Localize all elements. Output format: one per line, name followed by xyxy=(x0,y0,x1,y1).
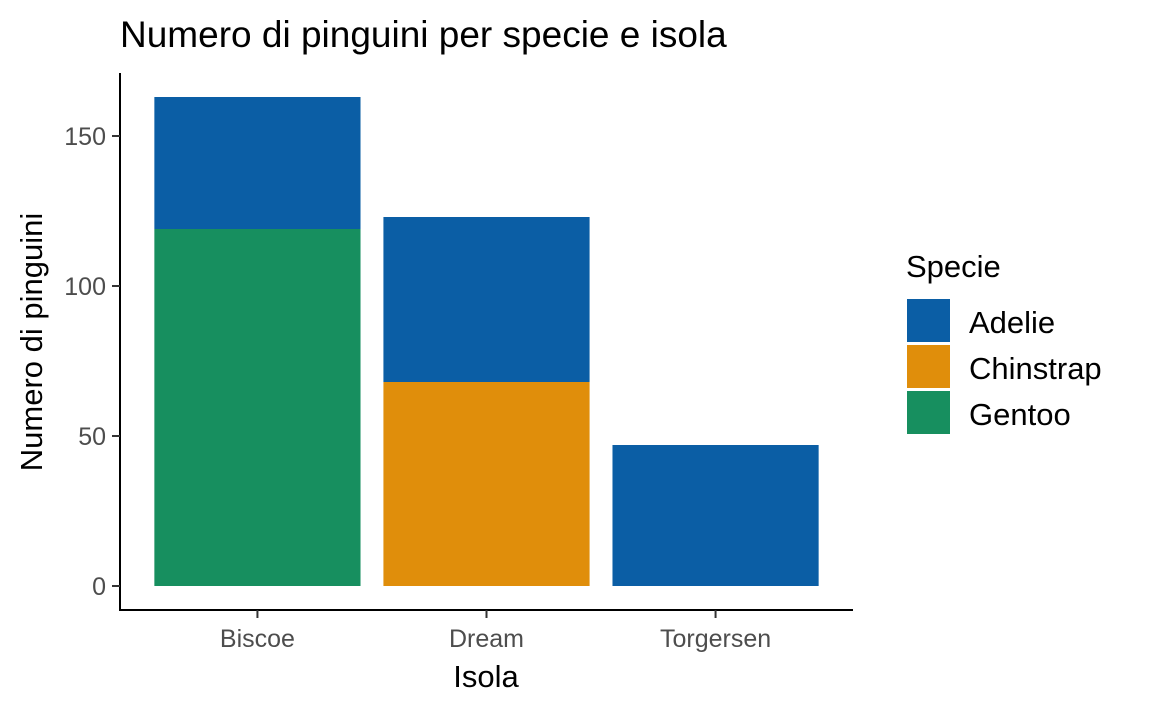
bar-biscoe-adelie xyxy=(154,97,361,229)
bar-dream-chinstrap xyxy=(383,382,590,586)
y-tick-label: 150 xyxy=(64,123,106,151)
y-tick-label: 100 xyxy=(64,273,106,301)
legend-key-chinstrap xyxy=(907,345,950,388)
x-tick-label-dream: Dream xyxy=(449,625,524,653)
legend-key-adelie xyxy=(907,299,950,342)
bar-dream-adelie xyxy=(383,217,590,382)
y-tick-label: 0 xyxy=(92,573,106,601)
chart-title: Numero di pinguini per specie e isola xyxy=(120,14,727,55)
x-axis-title: Isola xyxy=(453,659,519,694)
y-tick-label: 50 xyxy=(78,423,106,451)
bar-torgersen-adelie xyxy=(612,445,819,586)
legend-label-adelie: Adelie xyxy=(969,305,1055,340)
legend-label-gentoo: Gentoo xyxy=(969,397,1071,432)
y-ticks: 0 50 100 150 xyxy=(64,123,120,601)
x-tick-label-torgersen: Torgersen xyxy=(660,625,771,653)
bars-layer xyxy=(154,97,819,586)
x-tick-label-biscoe: Biscoe xyxy=(220,625,295,653)
bar-biscoe-gentoo xyxy=(154,229,361,586)
legend-title: Specie xyxy=(906,249,1001,284)
y-axis-title: Numero di pinguini xyxy=(14,213,49,471)
x-ticks: Biscoe Dream Torgersen xyxy=(220,610,771,653)
legend: Specie Adelie Chinstrap Gentoo xyxy=(906,249,1102,434)
legend-key-gentoo xyxy=(907,391,950,434)
legend-label-chinstrap: Chinstrap xyxy=(969,351,1102,386)
